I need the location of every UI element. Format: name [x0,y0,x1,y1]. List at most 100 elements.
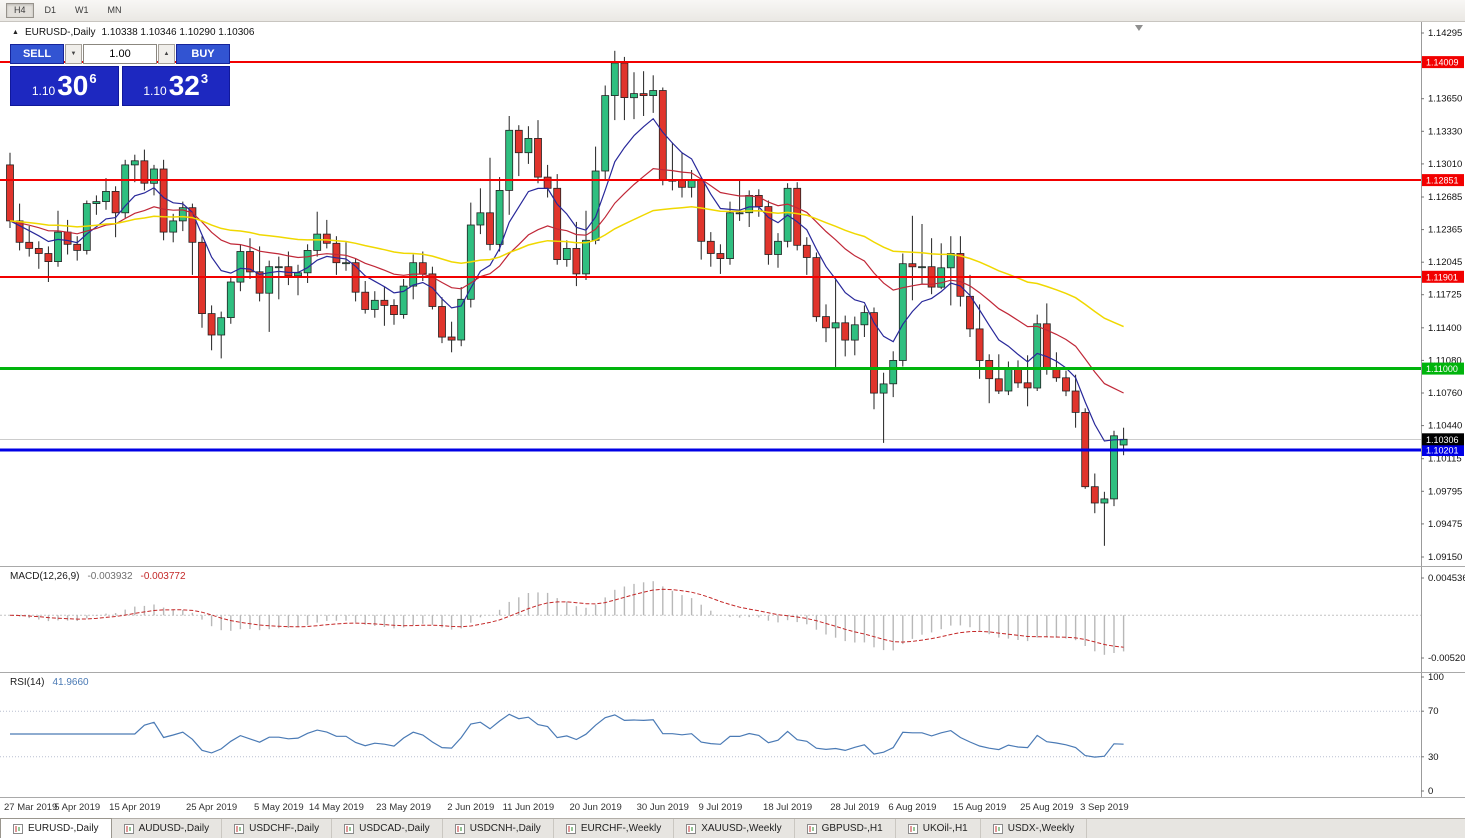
macd-axis-label: 0.004536 [1428,573,1465,584]
sell-quote-display[interactable]: 1.10 30 6 [10,66,119,106]
buy-price-pips: 32 [168,70,200,101]
price-axis-label: 1.10440 [1428,421,1462,432]
bull-candle [313,233,322,251]
rsi-value: 41.9660 [52,677,89,688]
chart-tab-audusd[interactable]: AUDUSD-,Daily [112,819,223,838]
bear-candle [322,233,331,244]
bull-candle [399,285,408,316]
rsi-axis-label: 30 [1428,752,1439,763]
tab-chart-icon [344,823,355,834]
date-axis-label: 15 Apr 2019 [109,802,161,813]
bear-candle [514,129,523,154]
date-axis-label: 5 May 2019 [253,802,304,813]
bull-candle [169,220,178,233]
bull-candle [54,231,62,263]
tab-label: EURCHF-,Weekly [580,823,662,834]
bull-candle [457,298,466,341]
bull-candle [226,281,235,318]
bear-candle [1023,382,1032,389]
bear-candle [418,262,427,275]
tab-label: USDCAD-,Daily [359,823,430,834]
bear-candle [438,306,446,338]
date-axis-label: 2 Jun 2019 [447,802,495,813]
bear-candle [25,241,34,249]
rsi-indicator-label: RSI(14) 41.9660 [10,677,89,688]
bull-candle [726,212,734,260]
bull-candle [495,189,504,245]
price-axis-label: 1.13650 [1428,94,1462,105]
rsi-axis-label: 0 [1428,786,1433,797]
bear-candle [361,291,370,310]
date-axis-label: 30 Jun 2019 [636,802,689,813]
timeframe-button-mn[interactable]: MN [100,3,130,18]
tab-chart-icon [565,823,576,834]
one-click-trading-panel: SELL ▼ ▲ BUY 1.10 30 6 1.10 32 3 [10,44,230,106]
tab-chart-icon [907,823,918,834]
level-price-tag-label: 1.12851 [1426,176,1459,186]
volume-spin-up-icon[interactable]: ▲ [158,44,175,64]
bear-candle [1071,390,1080,413]
bull-candle [178,207,187,222]
bear-candle [841,322,850,341]
sell-price-point: 6 [89,71,97,86]
symbol-marker-icon: ▲ [12,29,19,36]
tab-chart-icon [806,823,817,834]
timeframe-button-w1[interactable]: W1 [67,3,97,18]
timeframe-button-h4[interactable]: H4 [6,3,34,18]
bear-candle [764,206,773,255]
date-axis: 27 Mar 2019 5 Apr 2019 15 Apr 2019 25 Apr 2… [0,798,1465,818]
bull-candle [860,312,869,326]
price-axis-label: 1.09150 [1428,552,1462,563]
bull-candle [889,359,898,385]
chart-tab-usdcnh[interactable]: USDCNH-,Daily [443,819,554,838]
bear-candle [975,328,984,361]
level-price-tag [1422,174,1464,187]
bull-candle [1119,438,1128,446]
price-axis-label: 1.11080 [1428,355,1462,366]
bear-candle [188,207,197,243]
chart-tab-ukoil[interactable]: UKOil-,H1 [896,819,981,838]
chart-tab-xauusd[interactable]: XAUUSD-,Weekly [674,819,795,838]
volume-input[interactable] [83,44,157,64]
bull-candle [831,322,840,329]
level-price-tag [1422,56,1464,69]
bear-candle [534,138,542,178]
bear-candle [34,247,43,254]
bear-candle [198,241,206,315]
chart-tab-eurusd[interactable]: EURUSD-,Daily [0,818,112,838]
price-chart[interactable]: 1.14295 1.13650 1.13330 1.13010 1.12685 1.123… [0,22,1465,798]
sell-button[interactable]: SELL [10,44,64,64]
sell-price-pips: 30 [57,70,89,101]
chart-tab-usdchf[interactable]: USDCHF-,Daily [222,819,333,838]
bull-candle [1110,435,1118,500]
bear-candle [447,336,456,341]
buy-quote-display[interactable]: 1.10 32 3 [121,66,230,106]
macd-signal-line [9,588,1124,648]
chart-title: ▲ EURUSD-,Daily 1.10338 1.10346 1.10290 … [12,27,254,38]
bull-candle [265,266,274,294]
bear-candle [802,244,811,258]
bear-candle [1062,377,1070,392]
bull-candle [687,179,696,188]
date-axis-label: 3 Sep 2019 [1080,802,1129,813]
price-axis-label: 1.11400 [1428,323,1462,334]
chart-tab-usdcad[interactable]: USDCAD-,Daily [332,819,443,838]
chart-tab-gbpusd[interactable]: GBPUSD-,H1 [795,819,896,838]
bull-candle [294,272,302,277]
bear-candle [246,251,254,273]
chart-tab-usdx[interactable]: USDX-,Weekly [981,819,1088,838]
tab-chart-icon [234,823,245,834]
buy-price-prefix: 1.10 [143,84,167,98]
volume-dropdown-icon[interactable]: ▼ [65,44,82,64]
chart-tab-bar: EURUSD-,Daily AUDUSD-,Daily USDCHF-,Daily U… [0,818,1465,838]
macd-name: MACD(12,26,9) [10,571,80,582]
date-axis-label: 28 Jul 2019 [830,802,880,813]
timeframe-button-d1[interactable]: D1 [37,3,65,18]
bear-candle [6,164,14,222]
bull-candle [1004,368,1013,392]
bull-candle [524,138,533,154]
buy-button[interactable]: BUY [176,44,230,64]
price-axis-label: 1.14295 [1428,28,1462,39]
chart-tab-eurchf[interactable]: EURCHF-,Weekly [554,819,675,838]
tab-chart-icon [686,823,697,834]
